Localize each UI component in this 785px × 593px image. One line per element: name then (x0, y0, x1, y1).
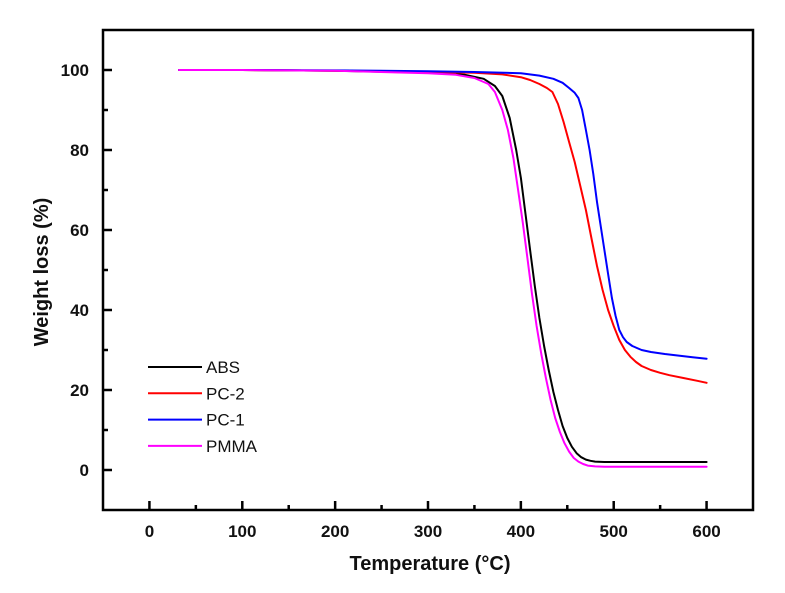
legend: ABS PC-2 PC-1 PMMA (148, 358, 258, 456)
plot-frame (101, 28, 755, 512)
x-axis-ticks: 0 100 200 300 400 500 600 (145, 501, 721, 541)
legend-label-pmma: PMMA (206, 437, 258, 456)
y-tick-label: 60 (70, 221, 89, 240)
series-line-pc-2 (178, 69, 708, 384)
legend-label-abs: ABS (206, 358, 240, 377)
y-axis-title: Weight loss (%) (31, 198, 53, 347)
x-tick-label: 500 (600, 522, 628, 541)
y-tick-label: 20 (70, 381, 89, 400)
x-axis-title: Temperature (°C) (350, 553, 511, 575)
y-tick-label: 0 (80, 461, 89, 480)
series-layer (178, 69, 708, 468)
x-tick-label: 300 (414, 522, 442, 541)
legend-label-pc-2: PC-2 (206, 384, 245, 403)
x-tick-label: 100 (228, 522, 256, 541)
y-tick-label: 40 (70, 301, 89, 320)
legend-label-pc-1: PC-1 (206, 411, 245, 430)
x-tick-label: 600 (692, 522, 720, 541)
series-line-pmma (178, 69, 708, 468)
y-axis-ticks: 0 20 40 60 80 100 (61, 61, 112, 480)
x-tick-label: 0 (145, 522, 154, 541)
x-tick-label: 400 (507, 522, 535, 541)
y-tick-label: 100 (61, 61, 89, 80)
series-line-pc-1 (178, 69, 708, 360)
series-line-abs (178, 69, 708, 463)
x-tick-label: 200 (321, 522, 349, 541)
y-tick-label: 80 (70, 141, 89, 160)
